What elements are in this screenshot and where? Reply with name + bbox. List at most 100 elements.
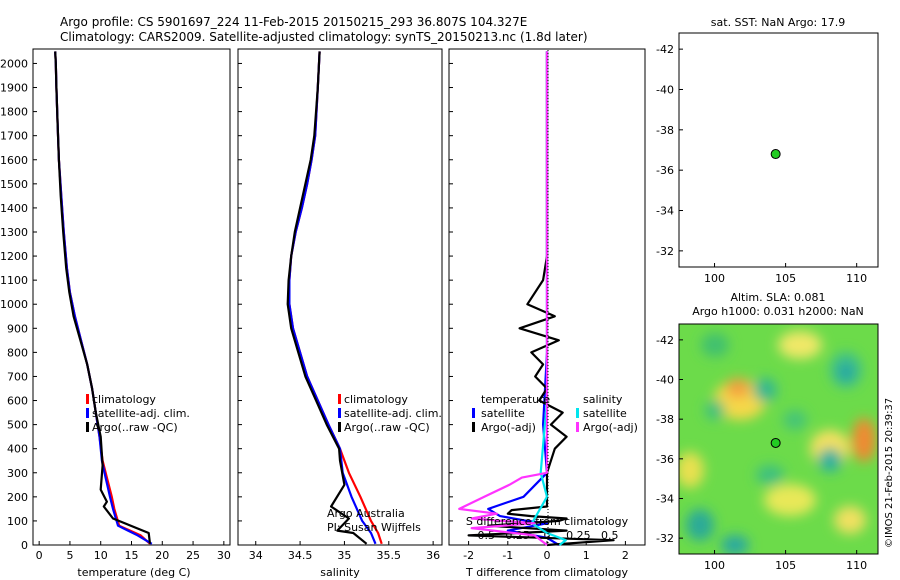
depth-tick-label: 2000 bbox=[0, 57, 28, 70]
x-tick-label: 10 bbox=[94, 549, 108, 562]
series-line-climatology bbox=[288, 51, 383, 545]
x-tick-label: 2 bbox=[622, 549, 629, 562]
header-line-1: Argo profile: CS 5901697_224 11-Feb-2015… bbox=[60, 15, 527, 29]
difference-legend: temperature salinity satellite Argo(-adj… bbox=[472, 393, 638, 434]
depth-tick-label: 1500 bbox=[0, 178, 28, 191]
series-line-salinity-argo-adj- bbox=[458, 51, 549, 546]
legend-swatch-argo bbox=[86, 422, 89, 432]
depth-tick-label: 1100 bbox=[0, 274, 28, 287]
y-tick-label: -34 bbox=[656, 492, 674, 505]
x-tick-label: 15 bbox=[125, 549, 139, 562]
legend-swatch-satellite bbox=[338, 408, 341, 418]
series-line-salinity-satellite bbox=[530, 51, 567, 546]
y-tick-label: -38 bbox=[656, 413, 674, 426]
x-tick-label: 5 bbox=[66, 549, 73, 562]
depth-tick-label: 1400 bbox=[0, 202, 28, 215]
depth-tick-label: 800 bbox=[7, 346, 28, 359]
legend-label-satellite: satellite-adj. clim. bbox=[344, 407, 442, 420]
legend-group-temperature: temperature bbox=[481, 393, 550, 406]
x-tick-label: 105 bbox=[775, 272, 796, 285]
x-tick-label: 110 bbox=[846, 272, 867, 285]
height-label: Argo h1000: 0.031 h2000: NaN bbox=[692, 305, 864, 318]
salinity-xlabel: salinity bbox=[320, 566, 360, 579]
legend-label-t-argo: Argo(-adj) bbox=[481, 421, 536, 434]
temperature-xlabel: temperature (deg C) bbox=[77, 566, 190, 579]
depth-tick-label: 500 bbox=[7, 419, 28, 432]
x-tick-label: 0 bbox=[36, 549, 43, 562]
y-tick-label: -42 bbox=[656, 43, 674, 56]
depth-tick-label: 1900 bbox=[0, 82, 28, 95]
float-position-marker bbox=[770, 437, 781, 448]
y-tick-label: -40 bbox=[656, 83, 674, 96]
s-difference-xlabel: S difference from climatology bbox=[466, 515, 629, 528]
legend-swatch-satellite bbox=[86, 408, 89, 418]
depth-tick-label: 1300 bbox=[0, 226, 28, 239]
sst-label: sat. SST: NaN Argo: 17.9 bbox=[711, 16, 845, 29]
depth-tick-label: 1800 bbox=[0, 106, 28, 119]
legend-label-climatology: climatology bbox=[92, 393, 156, 406]
x-tick-label: 20 bbox=[155, 549, 169, 562]
argo-australia-label: Argo Australia bbox=[327, 507, 405, 520]
legend-label-satellite: satellite-adj. clim. bbox=[92, 407, 190, 420]
sla-label: Altim. SLA: 0.081 bbox=[730, 291, 825, 304]
depth-tick-label: 600 bbox=[7, 395, 28, 408]
temperature-legend: climatology satellite-adj. clim. Argo(..… bbox=[86, 393, 190, 434]
x-tick-label: 35 bbox=[337, 549, 351, 562]
imos-credit: ©IMOS 21-Feb-2015 20:39:37 bbox=[884, 398, 895, 548]
x-tick-label: 25 bbox=[186, 549, 200, 562]
x-tick-label: 100 bbox=[704, 559, 725, 572]
y-tick-label: -32 bbox=[656, 245, 674, 258]
x-tick-label: 1 bbox=[583, 549, 590, 562]
legend-swatch-t-satellite bbox=[472, 408, 475, 418]
float-position-marker bbox=[770, 149, 781, 160]
legend-swatch-argo bbox=[338, 422, 341, 432]
depth-tick-label: 700 bbox=[7, 370, 28, 383]
y-tick-label: -36 bbox=[656, 453, 674, 466]
depth-tick-label: 1000 bbox=[0, 298, 28, 311]
legend-label-argo: Argo(..raw -QC) bbox=[344, 421, 430, 434]
y-tick-label: -38 bbox=[656, 124, 674, 137]
legend-label-s-satellite: satellite bbox=[583, 407, 627, 420]
x-tick-label: 0 bbox=[544, 549, 551, 562]
depth-tick-label: 400 bbox=[7, 443, 28, 456]
depth-tick-label: 900 bbox=[7, 322, 28, 335]
sst-map-panel bbox=[678, 32, 879, 268]
legend-group-salinity: salinity bbox=[583, 393, 623, 406]
depth-tick-label: 200 bbox=[7, 491, 28, 504]
series-line-argo-raw-qc- bbox=[54, 51, 152, 544]
legend-label-climatology: climatology bbox=[344, 393, 408, 406]
x-tick-label: 110 bbox=[846, 559, 867, 572]
y-tick-label: -36 bbox=[656, 164, 674, 177]
legend-swatch-s-satellite bbox=[576, 408, 579, 418]
legend-label-argo: Argo(..raw -QC) bbox=[92, 421, 178, 434]
depth-tick-label: 1600 bbox=[0, 154, 28, 167]
series-line-argo-raw-qc- bbox=[286, 51, 368, 545]
legend-swatch-climatology bbox=[86, 394, 89, 404]
x2-tick-label: 0.5 bbox=[601, 529, 619, 542]
salinity-panel bbox=[237, 48, 443, 546]
x-tick-label: 100 bbox=[704, 272, 725, 285]
temperature-panel bbox=[32, 48, 231, 546]
x-tick-label: 36 bbox=[426, 549, 440, 562]
series-line-temperature-argo-adj- bbox=[467, 51, 615, 547]
legend-label-s-argo: Argo(-adj) bbox=[583, 421, 638, 434]
x-tick-label: 34 bbox=[249, 549, 263, 562]
series-line-satellite-adj-clim- bbox=[288, 51, 377, 545]
x-tick-label: 34.5 bbox=[288, 549, 313, 562]
t-difference-xlabel: T difference from climatology bbox=[465, 566, 628, 579]
legend-label-t-satellite: satellite bbox=[481, 407, 525, 420]
x-tick-label: -2 bbox=[463, 549, 474, 562]
x-tick-label: 105 bbox=[775, 559, 796, 572]
depth-tick-label: 300 bbox=[7, 467, 28, 480]
y-tick-label: -42 bbox=[656, 334, 674, 347]
sla-map-panel bbox=[678, 323, 879, 555]
pi-label: PI: Susan Wijffels bbox=[327, 521, 421, 534]
depth-tick-label: 0 bbox=[21, 539, 28, 552]
x-tick-label: -1 bbox=[502, 549, 513, 562]
legend-swatch-t-argo bbox=[472, 422, 475, 432]
y-tick-label: -34 bbox=[656, 205, 674, 218]
x-tick-label: 30 bbox=[217, 549, 231, 562]
salinity-legend: climatology satellite-adj. clim. Argo(..… bbox=[338, 393, 442, 434]
depth-tick-label: 1200 bbox=[0, 250, 28, 263]
